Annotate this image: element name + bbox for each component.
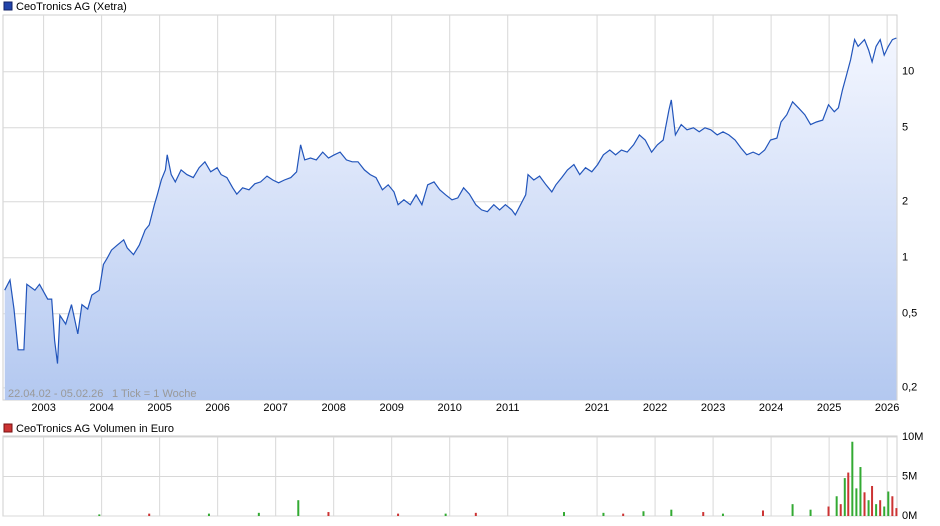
volume-bar (642, 511, 645, 516)
y-tick-label: 0,5 (902, 308, 917, 320)
y-tick-label: 0M (902, 510, 917, 522)
volume-bar (297, 500, 300, 516)
x-tick-label: 2005 (147, 402, 171, 414)
y-tick-label: 5 (902, 122, 908, 134)
volume-bar (98, 514, 101, 516)
x-tick-label: 2003 (31, 402, 55, 414)
y-tick-label: 0,2 (902, 382, 917, 394)
volume-bar (855, 488, 858, 516)
volume-bar (835, 496, 838, 516)
volume-bar (859, 467, 862, 516)
y-tick-label: 5M (902, 470, 917, 482)
x-tick-label: 2026 (875, 402, 899, 414)
volume-bar (839, 504, 842, 516)
x-tick-label: 2008 (321, 402, 345, 414)
volume-bar (397, 513, 400, 516)
y-tick-label: 2 (902, 196, 908, 208)
volume-bar (827, 506, 830, 516)
price-line (4, 37, 897, 364)
y-tick-label: 10 (902, 66, 914, 78)
x-tick-label: 2004 (89, 402, 113, 414)
x-tick-label: 2024 (759, 402, 783, 414)
volume-bar (871, 485, 874, 516)
volume-bar (670, 509, 673, 516)
x-tick-label: 2025 (817, 402, 841, 414)
volume-bar (148, 513, 151, 516)
volume-bar (847, 472, 850, 516)
volume-bar (721, 513, 724, 516)
x-tick-label: 2023 (701, 402, 725, 414)
x-tick-label: 2007 (263, 402, 287, 414)
volume-bar (791, 504, 794, 516)
x-tick-label: 2010 (437, 402, 461, 414)
y-tick-label: 1 (902, 252, 908, 264)
volume-bar (809, 509, 812, 516)
volume-bar (875, 504, 878, 516)
volume-bar (257, 512, 260, 516)
legend-swatch (3, 1, 13, 11)
volume-bar (207, 513, 210, 516)
volume-bar (702, 512, 705, 516)
legend-label: CeoTronics AG (Xetra) (16, 1, 127, 13)
y-tick-label: 10M (902, 431, 923, 443)
volume-bar (851, 441, 854, 516)
volume-bar (887, 491, 890, 516)
volume-bar (891, 496, 894, 516)
legend-label: CeoTronics AG Volumen in Euro (16, 423, 174, 435)
volume-bar (474, 512, 477, 516)
volume-bar (867, 500, 870, 516)
x-tick-label: 2022 (643, 402, 667, 414)
volume-bar (843, 478, 846, 516)
tick-label: 1 Tick = 1 Woche (112, 388, 196, 400)
volume-bar (879, 500, 882, 516)
x-tick-label: 2006 (205, 402, 229, 414)
x-tick-label: 2021 (585, 402, 609, 414)
volume-bar (327, 512, 330, 516)
legend-swatch (3, 423, 13, 433)
volume-bar (622, 513, 625, 516)
volume-bar (562, 512, 565, 516)
volume-bar (883, 506, 886, 516)
x-tick-label: 2011 (496, 402, 520, 414)
volume-bar (761, 510, 764, 516)
range-label: 22.04.02 - 05.02.26 (8, 388, 103, 400)
price-area (4, 38, 897, 400)
x-tick-label: 2009 (379, 402, 403, 414)
volume-bar (863, 492, 866, 516)
volume-bar (895, 508, 898, 516)
volume-bar (444, 513, 447, 516)
volume-bar (602, 512, 605, 516)
